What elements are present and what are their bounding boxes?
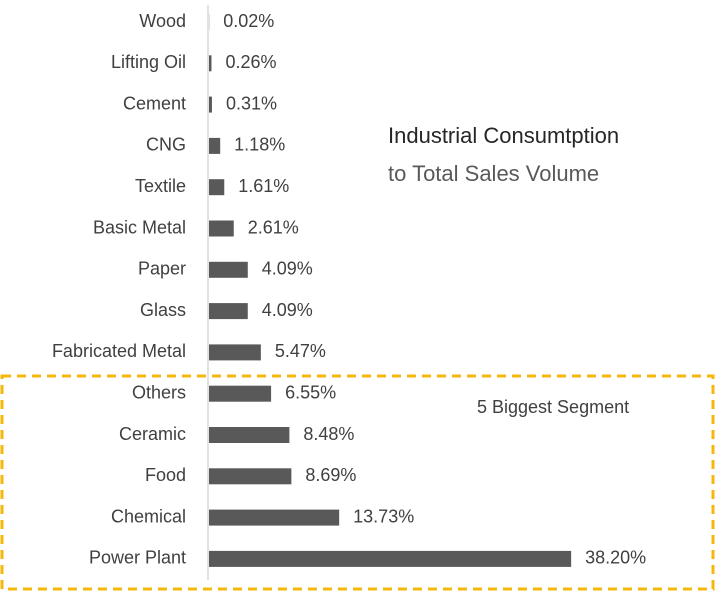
data-label: 38.20% xyxy=(585,548,646,568)
y-tick-label: CNG xyxy=(146,135,186,155)
y-tick-label: Power Plant xyxy=(89,548,186,568)
bar xyxy=(209,385,272,402)
bar xyxy=(209,137,221,154)
data-label: 8.48% xyxy=(303,424,354,444)
y-tick-label: Ceramic xyxy=(119,424,186,444)
y-tick-label: Others xyxy=(132,382,186,402)
y-tick-label: Paper xyxy=(138,259,186,279)
bar xyxy=(209,55,212,72)
data-label: 13.73% xyxy=(353,506,414,526)
bar xyxy=(209,550,572,567)
data-label: 0.26% xyxy=(225,52,276,72)
data-label: 6.55% xyxy=(285,382,336,402)
bar xyxy=(209,344,261,361)
data-label: 5.47% xyxy=(275,341,326,361)
y-tick-label: Textile xyxy=(135,176,186,196)
bar xyxy=(209,468,292,485)
y-tick-label: Wood xyxy=(139,11,186,31)
annotation: 5 Biggest Segment xyxy=(477,397,629,417)
bar xyxy=(209,303,248,320)
chart-subtitle: to Total Sales Volume xyxy=(388,161,599,186)
chart-title: Industrial Consumtption xyxy=(388,123,619,148)
data-label: 1.61% xyxy=(238,176,289,196)
y-tick-label: Chemical xyxy=(111,506,186,526)
bar xyxy=(209,509,340,526)
bar xyxy=(209,427,290,443)
y-tick-label: Food xyxy=(145,465,186,485)
y-tick-label: Glass xyxy=(140,300,186,320)
data-label: 4.09% xyxy=(262,300,313,320)
data-label: 0.02% xyxy=(223,11,274,31)
y-tick-label: Fabricated Metal xyxy=(52,341,186,361)
data-label: 4.09% xyxy=(262,259,313,279)
y-tick-label: Lifting Oil xyxy=(111,52,186,72)
y-tick-label: Basic Metal xyxy=(93,217,186,237)
bar xyxy=(209,179,225,196)
bar xyxy=(209,220,234,237)
data-label: 1.18% xyxy=(234,135,285,155)
bar xyxy=(209,96,212,113)
bar xyxy=(209,261,248,278)
y-tick-label: Cement xyxy=(123,93,186,113)
data-label: 2.61% xyxy=(248,217,299,237)
data-label: 0.31% xyxy=(226,93,277,113)
data-label: 8.69% xyxy=(305,465,356,485)
highlight-box xyxy=(0,374,715,591)
